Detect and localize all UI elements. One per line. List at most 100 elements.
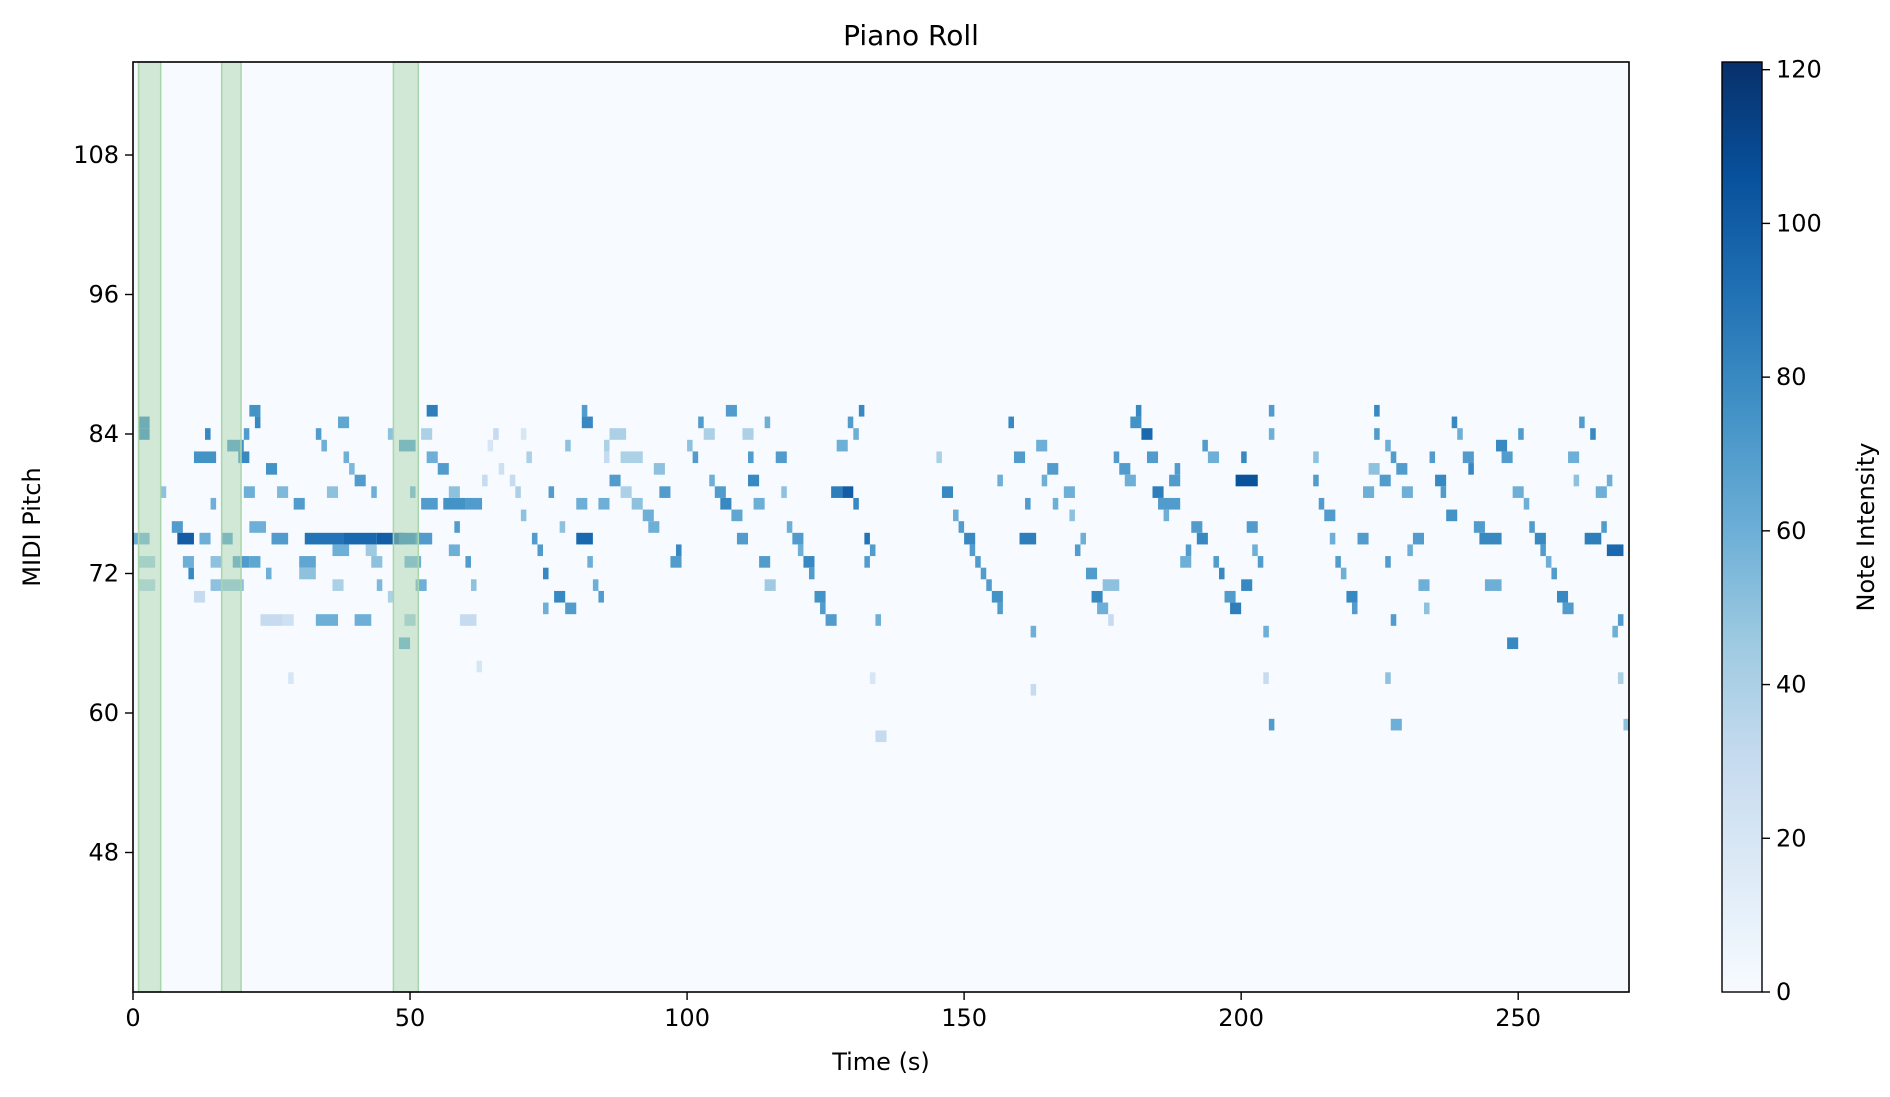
- note-cell: [875, 614, 881, 626]
- note-cell: [1047, 463, 1059, 475]
- note-cell: [1390, 451, 1397, 464]
- y-axis: 48 60 72 84 96 108: [73, 141, 133, 867]
- x-tick-label: 0: [125, 1004, 140, 1032]
- colorbar-tick-label: 20: [1776, 824, 1807, 852]
- note-cell: [271, 532, 289, 545]
- note-cell: [808, 567, 815, 580]
- note-cell: [1390, 718, 1402, 731]
- note-cell: [1545, 556, 1552, 568]
- note-cell: [1213, 556, 1219, 568]
- note-cell: [1091, 590, 1103, 603]
- note-cell: [1008, 416, 1014, 429]
- note-cell: [1479, 532, 1502, 545]
- note-cell: [1146, 451, 1159, 464]
- note-cell: [853, 497, 859, 510]
- note-cell: [177, 532, 194, 545]
- note-cell: [1590, 428, 1596, 440]
- note-cell: [1451, 416, 1458, 429]
- note-cell: [1230, 602, 1242, 615]
- note-cell: [1496, 439, 1508, 452]
- note-cell: [1423, 602, 1430, 615]
- note-cell: [543, 602, 549, 615]
- note-cell: [515, 486, 521, 498]
- note-cell: [421, 497, 438, 510]
- note-cell: [1385, 439, 1391, 452]
- note-cell: [1063, 486, 1075, 498]
- note-cell: [736, 532, 749, 545]
- colorbar-tick-label: 120: [1776, 56, 1822, 84]
- note-cell: [1080, 532, 1087, 545]
- note-cell: [1158, 497, 1181, 510]
- note-cell: [603, 439, 610, 452]
- note-cell: [1025, 497, 1031, 510]
- note-cell: [803, 556, 815, 568]
- note-cell: [1263, 625, 1269, 638]
- note-cell: [199, 532, 211, 545]
- note-cell: [1169, 474, 1181, 487]
- note-cell: [648, 521, 660, 533]
- note-cell: [1218, 567, 1225, 580]
- note-cell: [692, 451, 699, 464]
- note-cell: [1252, 544, 1258, 557]
- note-cell: [1551, 567, 1557, 580]
- note-cell: [1174, 463, 1181, 475]
- note-cell: [371, 486, 377, 498]
- note-cell: [1606, 544, 1624, 557]
- note-cell: [210, 556, 222, 568]
- note-cell: [1135, 404, 1142, 417]
- note-cell: [603, 451, 610, 464]
- note-cell: [1019, 532, 1037, 545]
- note-cell: [526, 451, 532, 464]
- note-cell: [576, 532, 593, 545]
- note-cell: [864, 532, 870, 545]
- note-cell: [1119, 463, 1131, 475]
- note-cell: [1069, 509, 1075, 522]
- note-cell: [1235, 474, 1258, 487]
- note-cell: [249, 521, 266, 533]
- note-cell: [243, 486, 255, 498]
- note-cell: [343, 532, 377, 545]
- note-cell: [1534, 532, 1546, 545]
- note-cell: [476, 660, 483, 673]
- note-cell: [543, 567, 549, 580]
- note-cell: [193, 451, 217, 464]
- note-cell: [1207, 451, 1219, 464]
- colorbar-tick-label: 100: [1776, 209, 1822, 237]
- y-tick-label: 60: [88, 699, 119, 727]
- y-tick-label: 84: [88, 420, 119, 448]
- note-cell: [1385, 556, 1391, 568]
- note-cell: [1329, 532, 1336, 545]
- note-cell: [1318, 497, 1325, 510]
- note-cell: [775, 451, 787, 464]
- note-cell: [376, 579, 383, 591]
- note-cell: [1185, 544, 1192, 557]
- note-cell: [853, 428, 859, 440]
- note-cell: [1368, 463, 1380, 475]
- note-cell: [537, 544, 544, 557]
- note-cell: [415, 579, 427, 591]
- note-cell: [1268, 428, 1275, 440]
- note-cell: [470, 579, 477, 591]
- note-cell: [282, 614, 294, 626]
- note-cell: [576, 497, 588, 510]
- note-cell: [354, 614, 372, 626]
- note-cell: [1412, 532, 1424, 545]
- note-cell: [288, 672, 294, 684]
- note-cell: [581, 416, 593, 429]
- note-cell: [1440, 486, 1447, 498]
- x-tick-label: 150: [941, 1004, 987, 1032]
- note-cell: [1097, 602, 1109, 615]
- note-cell: [670, 556, 682, 568]
- note-cell: [587, 556, 593, 568]
- note-cell: [875, 730, 887, 743]
- note-cell: [698, 416, 704, 429]
- note-cell: [376, 532, 405, 545]
- note-cell: [980, 567, 987, 580]
- note-cell: [260, 614, 283, 626]
- note-cell: [958, 521, 965, 533]
- note-cell: [714, 486, 726, 498]
- note-cell: [659, 486, 671, 498]
- note-cell: [365, 544, 377, 557]
- note-cell: [748, 474, 760, 487]
- y-tick-label: 72: [88, 560, 119, 588]
